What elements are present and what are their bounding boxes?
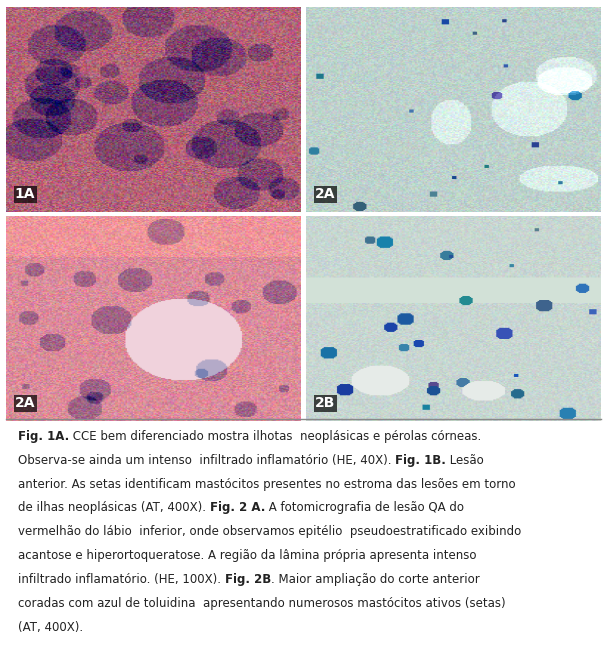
Text: acantose e hiperortoqueratose. A região da lâmina própria apresenta intenso: acantose e hiperortoqueratose. A região … bbox=[18, 550, 476, 563]
Text: Fig. 2B: Fig. 2B bbox=[225, 573, 271, 586]
Text: CCE bem diferenciado mostra ilhotas  neoplásicas e pérolas córneas.: CCE bem diferenciado mostra ilhotas neop… bbox=[69, 430, 481, 443]
Text: Observa-se ainda um intenso  infiltrado inflamatório (HE, 40X).: Observa-se ainda um intenso infiltrado i… bbox=[18, 454, 395, 466]
Text: vermelhão do lábio  inferior, onde observamos epitélio  pseudoestratificado exib: vermelhão do lábio inferior, onde observ… bbox=[18, 525, 521, 538]
Text: Fig. 1A.: Fig. 1A. bbox=[18, 430, 69, 443]
Text: . Maior ampliação do corte anterior: . Maior ampliação do corte anterior bbox=[271, 573, 480, 586]
Text: 1A: 1A bbox=[15, 187, 35, 201]
Text: Fig. 2 A.: Fig. 2 A. bbox=[209, 502, 265, 514]
Text: A fotomicrografia de lesão QA do: A fotomicrografia de lesão QA do bbox=[265, 502, 464, 514]
Text: 2A: 2A bbox=[15, 396, 35, 410]
Text: Lesão: Lesão bbox=[446, 454, 484, 466]
Text: de ilhas neoplásicas (AT, 400X).: de ilhas neoplásicas (AT, 400X). bbox=[18, 502, 209, 514]
Text: coradas com azul de toluidina  apresentando numerosos mastócitos ativos (setas): coradas com azul de toluidina apresentan… bbox=[18, 597, 506, 610]
Text: (AT, 400X).: (AT, 400X). bbox=[18, 621, 83, 634]
Text: 2A: 2A bbox=[315, 187, 336, 201]
Text: anterior. As setas identificam mastócitos presentes no estroma das lesões em tor: anterior. As setas identificam mastócito… bbox=[18, 477, 515, 491]
Text: Fig. 1B.: Fig. 1B. bbox=[395, 454, 446, 466]
Text: 2B: 2B bbox=[315, 396, 336, 410]
Text: infiltrado inflamatório. (HE, 100X).: infiltrado inflamatório. (HE, 100X). bbox=[18, 573, 225, 586]
